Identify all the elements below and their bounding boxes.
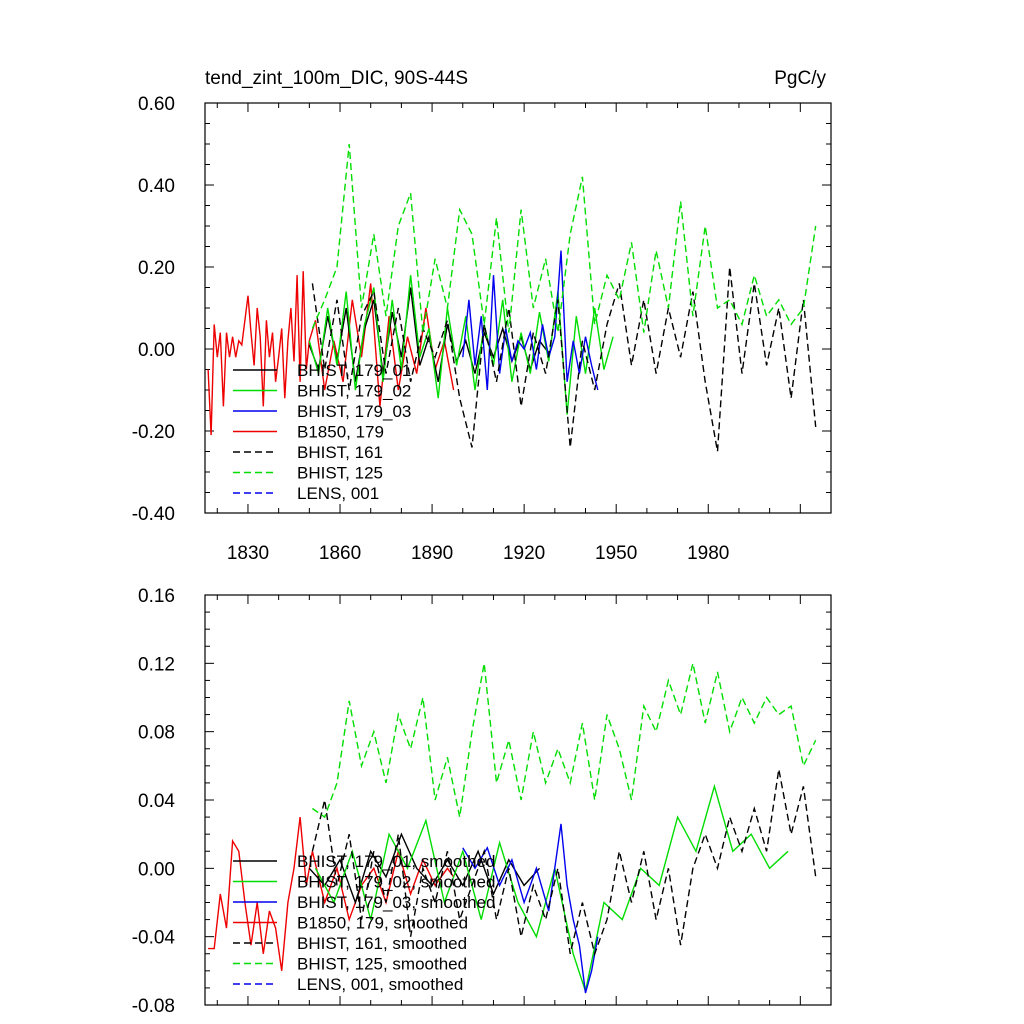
y-tick-label: -0.20 [132,422,175,443]
legend-label: BHIST, 161 [297,443,383,462]
bottom-panel: 0.16 0.12 0.08 0.04 0.00 -0.04 -0.08 BHIST, 17… [132,586,832,1017]
legend-label: B1850, 179, smoothed [297,914,468,933]
y-tick-label: 0.08 [138,723,175,744]
y-tick-label: 0.12 [138,654,175,675]
x-tick-label: 1890 [411,543,453,564]
legend-label: BHIST, 179_03, smoothed [297,893,495,912]
y-tick-label: 0.40 [138,176,175,197]
x-tick-label: 1980 [687,543,729,564]
series-line [311,769,817,957]
top-panel: tend_zint_100m_DIC, 90S-44S PgC/y 0.600.… [132,68,832,564]
series-line [462,823,599,994]
y-tick-label: 0.00 [138,340,175,361]
series-line [311,143,817,333]
legend-label: BHIST, 179_02 [297,382,411,401]
legend-label: LENS, 001 [297,484,379,503]
y-tick-label: -0.08 [132,996,175,1017]
y-tick-label: 0.04 [138,791,175,812]
bottom-x-axis [216,595,832,1005]
y-tick-label: 0.16 [138,586,175,607]
series-line [208,817,455,971]
bottom-y-axis: 0.16 0.12 0.08 0.04 0.00 -0.04 -0.08 [132,586,831,1017]
series-line [462,250,599,391]
series-line [311,266,817,452]
y-tick-label: 0.00 [138,859,175,880]
top-x-axis: 1830 1860 1890 1920 1950 1980 [216,103,832,564]
legend-label: B1850, 179 [297,423,384,442]
series-line [207,271,455,436]
legend-label: BHIST, 179_01 [297,361,411,380]
series-line [311,663,817,819]
top-units: PgC/y [774,68,826,89]
x-tick-label: 1830 [227,543,269,564]
legend-label: BHIST, 179_03 [297,402,411,421]
bottom-series-group [208,663,817,995]
x-tick-label: 1950 [595,543,637,564]
legend-label: LENS, 001, smoothed [297,975,463,994]
top-series-group [207,143,817,452]
x-tick-label: 1920 [503,543,545,564]
bottom-legend: BHIST, 179_01, smoothed BHIST, 179_02, sm… [233,852,495,994]
legend-label: BHIST, 125 [297,464,383,483]
legend-label: BHIST, 161, smoothed [297,934,467,953]
top-title: tend_zint_100m_DIC, 90S-44S [205,68,468,89]
legend-label: BHIST, 179_02, smoothed [297,873,495,892]
y-tick-label: -0.04 [132,928,176,949]
legend-label: BHIST, 125, smoothed [297,955,467,974]
y-tick-label: 0.20 [138,258,175,279]
y-tick-label: 0.60 [138,94,175,115]
series-line [308,832,541,905]
x-tick-label: 1860 [319,543,361,564]
y-tick-label: -0.40 [132,504,175,525]
top-y-axis: 0.60 0.40 0.20 0.00 -0.20 -0.40 [132,94,831,525]
legend-label: BHIST, 179_01, smoothed [297,852,495,871]
